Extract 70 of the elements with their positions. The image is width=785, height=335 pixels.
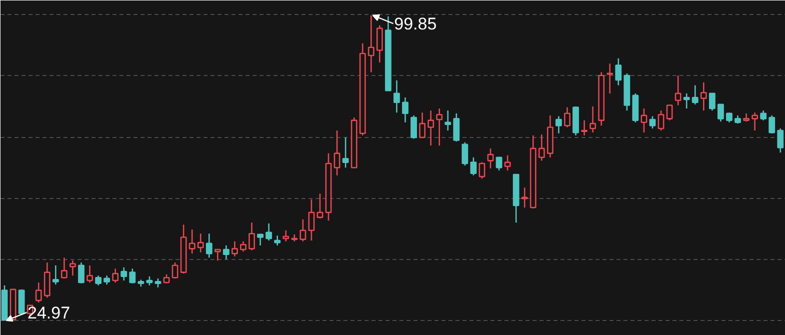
candlestick bbox=[368, 14, 374, 73]
annotation: 99.85 bbox=[394, 14, 437, 34]
candlestick bbox=[674, 74, 682, 106]
candlestick bbox=[206, 232, 212, 258]
candlestick bbox=[478, 162, 486, 180]
candlestick bbox=[60, 257, 68, 280]
candlestick bbox=[640, 108, 648, 134]
candlestick bbox=[504, 154, 511, 172]
candlestick bbox=[615, 58, 622, 86]
candlestick bbox=[752, 112, 758, 132]
candlestick bbox=[78, 262, 84, 284]
candlestick bbox=[334, 130, 340, 176]
candlestick bbox=[342, 136, 349, 168]
candlestick bbox=[70, 260, 76, 276]
candlestick bbox=[44, 262, 50, 298]
candlestick bbox=[274, 235, 281, 246]
candlestick bbox=[666, 104, 673, 121]
candlestick bbox=[564, 106, 570, 128]
candlestick bbox=[487, 148, 494, 170]
candlestick bbox=[521, 186, 528, 208]
candlestick bbox=[410, 114, 417, 140]
candlestick bbox=[172, 262, 178, 280]
candlestick bbox=[708, 92, 716, 112]
candlestick bbox=[35, 282, 42, 304]
candlestick bbox=[692, 84, 698, 106]
candlestick bbox=[777, 128, 784, 154]
candlestick bbox=[649, 116, 656, 130]
candlestick bbox=[86, 264, 93, 284]
candlestick bbox=[760, 110, 767, 121]
candlestick bbox=[222, 244, 230, 260]
candlestick bbox=[129, 268, 136, 284]
candlestick bbox=[282, 230, 290, 242]
candlestick bbox=[188, 228, 196, 254]
candlestick bbox=[717, 104, 724, 122]
candlestick bbox=[419, 112, 426, 138]
candlestick bbox=[266, 222, 272, 242]
candlestick bbox=[402, 96, 408, 124]
candlestick bbox=[112, 268, 119, 284]
candlestick bbox=[428, 110, 434, 146]
candlestick bbox=[214, 248, 221, 262]
candlestick bbox=[95, 274, 102, 286]
candlestick bbox=[453, 112, 460, 142]
candlestick bbox=[444, 110, 452, 132]
candlestick bbox=[120, 266, 128, 282]
candlestick bbox=[376, 24, 383, 64]
candlestick bbox=[300, 218, 306, 242]
candlestick bbox=[590, 106, 596, 134]
candlestick bbox=[308, 198, 315, 242]
candlestick bbox=[658, 110, 664, 132]
candlestick bbox=[52, 264, 59, 286]
candlestick bbox=[248, 222, 255, 251]
candlestick bbox=[496, 156, 502, 172]
candlestick bbox=[606, 63, 614, 94]
candlestick bbox=[436, 108, 443, 146]
candlestick bbox=[316, 193, 324, 220]
candlestick bbox=[257, 234, 264, 246]
candlestick bbox=[538, 134, 545, 162]
candlestick bbox=[768, 114, 776, 134]
candlestick bbox=[555, 116, 562, 134]
candlestick bbox=[470, 156, 477, 176]
candlestick bbox=[232, 240, 238, 258]
candlestick bbox=[240, 240, 246, 252]
candlestick bbox=[197, 232, 204, 254]
candlestick bbox=[700, 82, 707, 112]
candlestick bbox=[394, 80, 400, 114]
candlestick bbox=[726, 112, 732, 124]
annotation: 24.97 bbox=[28, 303, 70, 322]
candlestick bbox=[683, 92, 690, 110]
candlestick bbox=[581, 120, 588, 136]
candlestick bbox=[462, 142, 468, 166]
